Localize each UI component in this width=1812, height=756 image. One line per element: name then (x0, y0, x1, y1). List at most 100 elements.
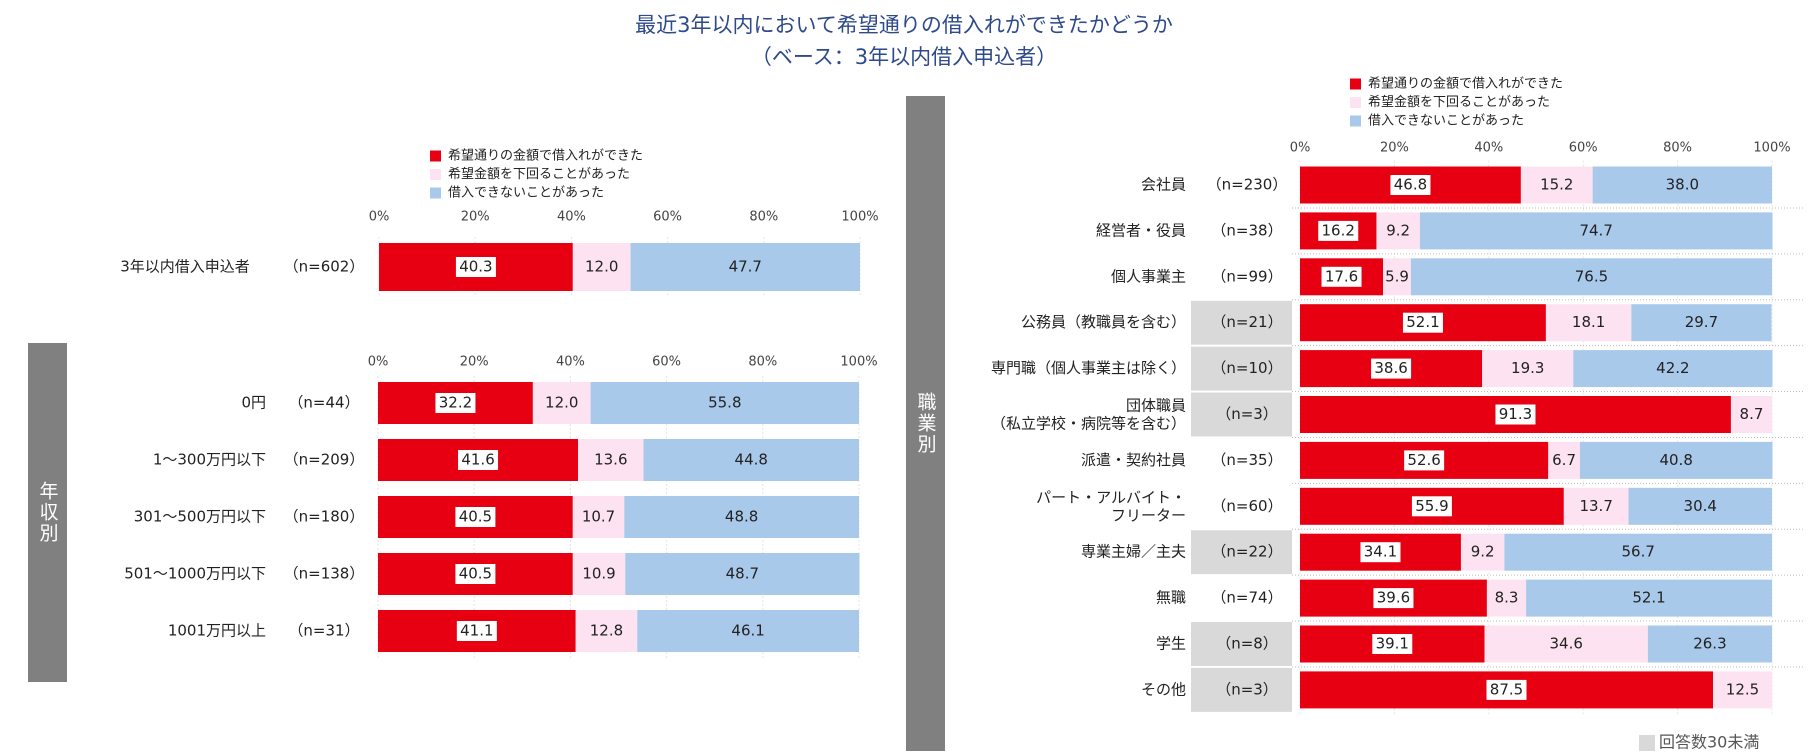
n-label: （n=38） (1211, 221, 1282, 239)
group-box (906, 96, 945, 751)
value-label: 10.7 (582, 508, 615, 526)
bar-segment (1631, 304, 1772, 342)
low-n-bg (1191, 300, 1292, 345)
bar-segment (1713, 671, 1772, 709)
bar-segment (625, 553, 860, 595)
bar-segment (1526, 579, 1772, 617)
bar-segment (1376, 212, 1420, 250)
value-label: 40.5 (459, 565, 492, 583)
value-label-bg (1360, 542, 1401, 563)
category-label: 個人事業主 (1111, 267, 1186, 285)
value-label-bg (458, 450, 499, 470)
bar-segment (1410, 258, 1772, 296)
bar-segment (1573, 350, 1773, 388)
n-label: （n=10） (1211, 359, 1282, 377)
n-label: （n=602） (284, 258, 365, 276)
n-label: （n=3） (1216, 405, 1278, 423)
bar-segment (1548, 441, 1580, 479)
n-label: （n=35） (1211, 451, 1282, 469)
low-n-bg (1191, 392, 1292, 437)
value-label: 19.3 (1511, 359, 1544, 377)
value-label-bg (455, 564, 496, 584)
legend-swatch (430, 187, 441, 199)
bar-segment (1545, 304, 1632, 342)
n-label: （n=21） (1211, 313, 1282, 331)
legend-swatch (1350, 115, 1361, 127)
value-label: 40.8 (1659, 451, 1692, 469)
legend-label: 希望金額を下回ることがあった (448, 166, 630, 182)
low-n-bg (1191, 346, 1292, 391)
value-label-bg (455, 507, 496, 527)
bar-segment (1628, 487, 1772, 525)
x-tick-label: 100% (841, 210, 878, 225)
bar-segment (1579, 441, 1773, 479)
category-label: パート・アルバイト・フリーター (1036, 488, 1186, 524)
value-label: 9.2 (1471, 543, 1495, 561)
low-n-bg (1191, 530, 1292, 575)
bar-segment (575, 610, 638, 652)
category-line: 団体職員 (1126, 396, 1186, 414)
x-tick-label: 0% (369, 210, 390, 225)
category-label: 専業主婦／主夫 (1081, 543, 1186, 561)
bar-segment (624, 496, 859, 538)
bar-segment (572, 243, 631, 291)
value-label-bg (1373, 588, 1414, 609)
bar-segment (572, 496, 625, 538)
x-tick-label: 0% (1290, 141, 1311, 156)
n-label: （n=230） (1207, 176, 1288, 194)
value-label: 41.6 (461, 451, 494, 469)
bar-segment (532, 382, 591, 424)
bar-segment (630, 243, 860, 291)
legend-label: 希望通りの金額で借入れができた (448, 148, 643, 164)
category-label: 301～500万円以下 (134, 508, 266, 526)
value-label: 41.1 (460, 622, 493, 640)
bar-segment (572, 553, 626, 595)
x-tick-label: 60% (1569, 141, 1598, 156)
x-tick-label: 80% (748, 355, 777, 370)
value-label: 87.5 (1490, 680, 1523, 698)
value-label: 9.2 (1386, 221, 1410, 239)
category-label: 0円 (241, 394, 266, 412)
category-line: フリーター (1111, 506, 1186, 524)
value-label: 29.7 (1685, 313, 1718, 331)
value-label: 52.6 (1407, 451, 1440, 469)
value-label: 91.3 (1499, 405, 1532, 423)
value-label-bg (1402, 312, 1443, 333)
x-tick-label: 100% (840, 355, 877, 370)
bar-segment (590, 382, 859, 424)
bar-segment (1520, 166, 1593, 204)
n-label: （n=209） (284, 451, 365, 469)
value-label: 10.9 (582, 565, 615, 583)
legend-label: 希望通りの金額で借入れができた (1368, 76, 1563, 92)
bar-segment (1563, 487, 1629, 525)
value-label-bg (1495, 404, 1536, 425)
value-label: 48.8 (725, 508, 758, 526)
category-label: 3年以内借入申込者 (120, 258, 250, 276)
category-label: 会社員 (1141, 176, 1186, 194)
n-label: （n=3） (1216, 680, 1278, 698)
category-label: 501～1000万円以下 (124, 565, 266, 583)
category-label: 無職 (1156, 589, 1186, 607)
n-label: （n=44） (288, 394, 359, 412)
bar-segment (1592, 166, 1772, 204)
low-n-bg (1191, 622, 1292, 666)
bar-segment (637, 610, 859, 652)
category-label: 学生 (1156, 635, 1186, 653)
bar-segment (1484, 625, 1648, 663)
value-label-bg (1486, 679, 1527, 700)
value-label: 34.6 (1550, 635, 1583, 653)
title: 最近3年以内において希望通りの借入れができたかどうか (635, 13, 1173, 37)
value-label: 44.8 (735, 451, 768, 469)
bar-segment (1647, 625, 1772, 663)
x-tick-label: 80% (1663, 141, 1692, 156)
category-label: 1001万円以上 (168, 622, 266, 640)
value-label: 8.3 (1495, 589, 1519, 607)
value-label: 38.6 (1374, 359, 1407, 377)
value-label: 42.2 (1656, 359, 1689, 377)
bar-segment (1383, 258, 1411, 296)
note-swatch (1639, 735, 1655, 751)
value-label: 15.2 (1540, 176, 1573, 194)
n-label: （n=138） (284, 565, 365, 583)
value-label: 47.7 (729, 258, 762, 276)
value-label: 40.5 (459, 508, 492, 526)
